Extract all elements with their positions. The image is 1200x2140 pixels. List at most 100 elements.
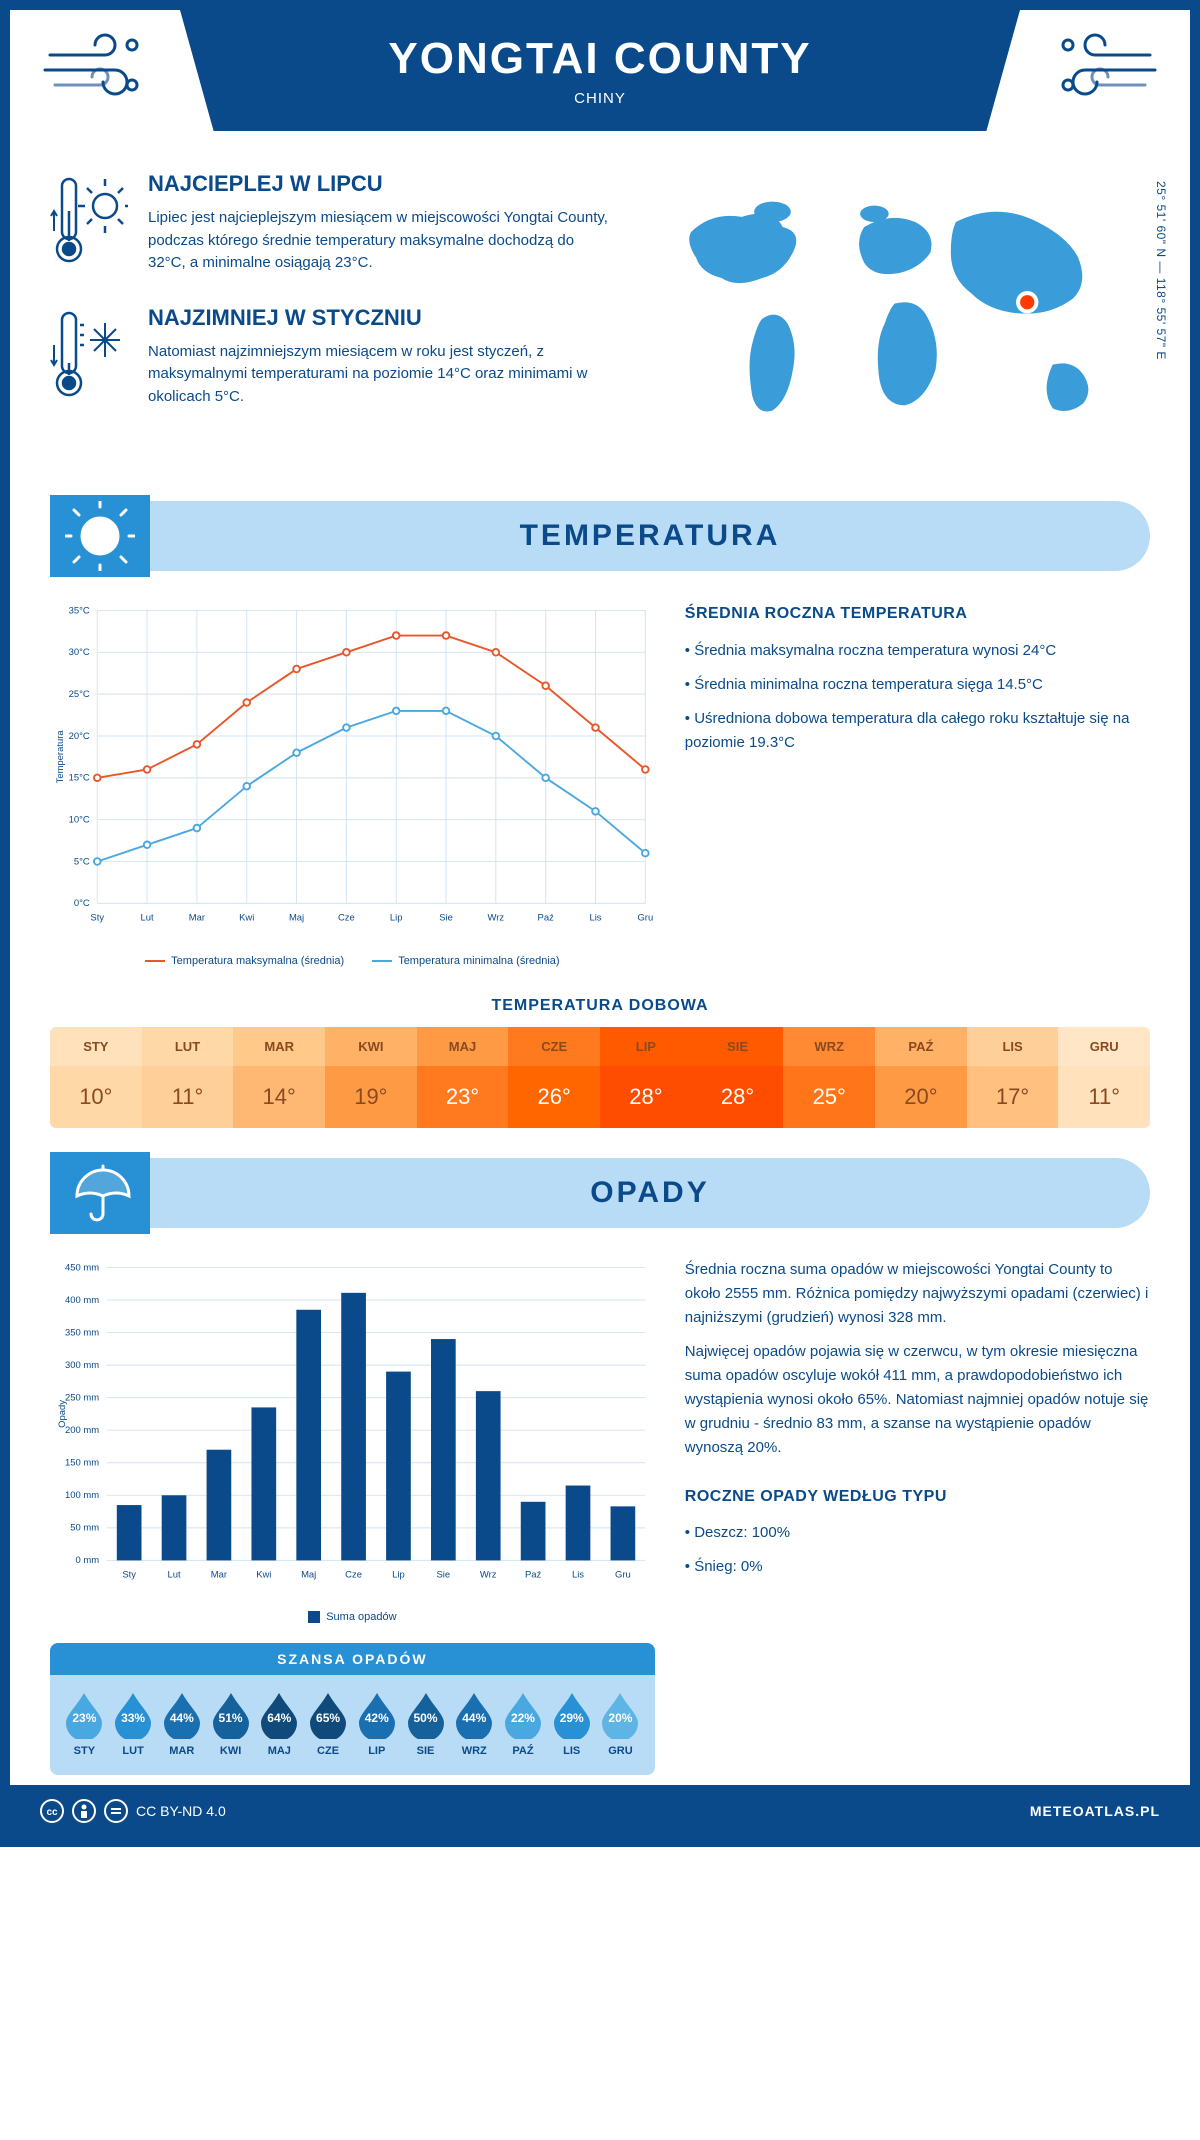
temperature-section-head: TEMPERATURA <box>50 501 1150 571</box>
svg-text:Cze: Cze <box>345 1569 362 1580</box>
svg-text:Sty: Sty <box>90 913 104 924</box>
rain-chance-box: SZANSA OPADÓW 23% STY 33% LUT 44% MAR <box>50 1643 655 1775</box>
daily-temp-cell: STY 10° <box>50 1027 142 1128</box>
world-map <box>640 171 1150 456</box>
svg-text:Lis: Lis <box>589 913 601 924</box>
svg-text:300 mm: 300 mm <box>65 1359 99 1370</box>
daily-temp-cell: LIP 28° <box>600 1027 692 1128</box>
wind-icon <box>40 30 150 110</box>
chance-cell: 44% WRZ <box>450 1689 499 1757</box>
chance-cell: 44% MAR <box>157 1689 206 1757</box>
svg-text:450 mm: 450 mm <box>65 1262 99 1273</box>
svg-text:Lis: Lis <box>572 1569 584 1580</box>
svg-text:Opady: Opady <box>57 1399 68 1427</box>
daily-temp-cell: WRZ 25° <box>783 1027 875 1128</box>
daily-temp-cell: KWI 19° <box>325 1027 417 1128</box>
svg-text:35°C: 35°C <box>69 606 90 617</box>
hottest-title: NAJCIEPLEJ W LIPCU <box>148 171 610 197</box>
temp-summary-item: Średnia minimalna roczna temperatura się… <box>685 673 1150 697</box>
daily-temp-title: TEMPERATURA DOBOWA <box>10 997 1190 1015</box>
chance-cell: 20% GRU <box>596 1689 645 1757</box>
svg-text:Sie: Sie <box>437 1569 451 1580</box>
coldest-text: Natomiast najzimniejszym miesiącem w rok… <box>148 341 610 409</box>
temperature-summary: ŚREDNIA ROCZNA TEMPERATURA Średnia maksy… <box>685 601 1150 966</box>
svg-text:Mar: Mar <box>189 913 205 924</box>
daily-temp-cell: CZE 26° <box>508 1027 600 1128</box>
thermometer-hot-icon <box>50 171 130 271</box>
hottest-text: Lipiec jest najcieplejszym miesiącem w m… <box>148 207 610 275</box>
temp-summary-item: Uśredniona dobowa temperatura dla całego… <box>685 707 1150 755</box>
svg-text:Wrz: Wrz <box>488 913 505 924</box>
temp-summary-title: ŚREDNIA ROCZNA TEMPERATURA <box>685 601 1150 627</box>
svg-text:Lip: Lip <box>390 913 403 924</box>
svg-text:Cze: Cze <box>338 913 355 924</box>
coldest-block: NAJZIMNIEJ W STYCZNIU Natomiast najzimni… <box>50 305 610 409</box>
svg-text:Sie: Sie <box>439 913 453 924</box>
page-title: YONGTAI COUNTY <box>220 34 980 84</box>
chance-cell: 29% LIS <box>547 1689 596 1757</box>
precip-chart-row: 0 mm50 mm100 mm150 mm200 mm250 mm300 mm3… <box>10 1228 1190 1785</box>
svg-text:Mar: Mar <box>211 1569 227 1580</box>
footer: cc CC BY-ND 4.0 METEOATLAS.PL <box>10 1785 1190 1837</box>
svg-text:200 mm: 200 mm <box>65 1425 99 1436</box>
header: YONGTAI COUNTY CHINY <box>180 10 1020 131</box>
hottest-block: NAJCIEPLEJ W LIPCU Lipiec jest najcieple… <box>50 171 610 275</box>
svg-text:Lut: Lut <box>141 913 154 924</box>
header-wrap: YONGTAI COUNTY CHINY <box>10 10 1190 131</box>
temperature-chart-row: 0°C5°C10°C15°C20°C25°C30°C35°CStyLutMarK… <box>10 571 1190 976</box>
precip-para1: Średnia roczna suma opadów w miejscowośc… <box>685 1258 1150 1330</box>
wind-icon <box>1050 30 1160 110</box>
temp-legend: Temperatura maksymalna (średnia) Tempera… <box>50 955 655 967</box>
daily-temp-cell: PAŹ 20° <box>875 1027 967 1128</box>
by-icon <box>72 1799 96 1823</box>
precip-title: OPADY <box>590 1176 709 1209</box>
svg-text:15°C: 15°C <box>69 773 90 784</box>
svg-text:Lut: Lut <box>167 1569 180 1580</box>
precip-summary: Średnia roczna suma opadów w miejscowośc… <box>685 1258 1150 1775</box>
svg-text:50 mm: 50 mm <box>70 1522 99 1533</box>
precip-chart: 0 mm50 mm100 mm150 mm200 mm250 mm300 mm3… <box>50 1258 655 1775</box>
umbrella-icon <box>50 1152 150 1234</box>
by-type-item: Deszcz: 100% <box>685 1521 1150 1545</box>
svg-text:0 mm: 0 mm <box>76 1555 100 1566</box>
cc-icon: cc <box>40 1799 64 1823</box>
svg-text:350 mm: 350 mm <box>65 1327 99 1338</box>
chance-title: SZANSA OPADÓW <box>50 1643 655 1675</box>
by-type-title: ROCZNE OPADY WEDŁUG TYPU <box>685 1484 1150 1510</box>
temperature-title: TEMPERATURA <box>520 519 781 552</box>
svg-text:Sty: Sty <box>122 1569 136 1580</box>
precip-para2: Najwięcej opadów pojawia się w czerwcu, … <box>685 1340 1150 1460</box>
svg-text:Gru: Gru <box>637 913 653 924</box>
temp-summary-item: Średnia maksymalna roczna temperatura wy… <box>685 639 1150 663</box>
svg-text:5°C: 5°C <box>74 857 90 868</box>
nd-icon <box>104 1799 128 1823</box>
svg-text:Paź: Paź <box>538 913 555 924</box>
page-subtitle: CHINY <box>220 90 980 107</box>
chance-cell: 42% LIP <box>352 1689 401 1757</box>
coordinates: 25° 51' 60" N — 118° 55' 57" E <box>1154 181 1168 360</box>
svg-text:Temperatura: Temperatura <box>55 730 66 784</box>
infographic-page: YONGTAI COUNTY CHINY NAJCIEPLEJ W LIPCU … <box>0 0 1200 1847</box>
chance-cell: 33% LUT <box>109 1689 158 1757</box>
by-type-item: Śnieg: 0% <box>685 1555 1150 1579</box>
info-column: NAJCIEPLEJ W LIPCU Lipiec jest najcieple… <box>50 171 610 461</box>
svg-text:250 mm: 250 mm <box>65 1392 99 1403</box>
svg-text:10°C: 10°C <box>69 815 90 826</box>
svg-text:Kwi: Kwi <box>239 913 254 924</box>
svg-text:Lip: Lip <box>392 1569 405 1580</box>
daily-temp-cell: GRU 11° <box>1058 1027 1150 1128</box>
chance-cell: 65% CZE <box>304 1689 353 1757</box>
daily-temp-table: STY 10° LUT 11° MAR 14° KWI 19° MAJ 23° … <box>50 1027 1150 1128</box>
svg-text:Wrz: Wrz <box>480 1569 497 1580</box>
precip-legend: Suma opadów <box>50 1611 655 1623</box>
chance-cell: 50% SIE <box>401 1689 450 1757</box>
license: cc CC BY-ND 4.0 <box>40 1799 226 1823</box>
svg-text:Maj: Maj <box>289 913 304 924</box>
chance-cell: 23% STY <box>60 1689 109 1757</box>
svg-text:150 mm: 150 mm <box>65 1457 99 1468</box>
svg-text:400 mm: 400 mm <box>65 1294 99 1305</box>
site-name: METEOATLAS.PL <box>1030 1803 1160 1819</box>
daily-temp-cell: SIE 28° <box>692 1027 784 1128</box>
sun-icon <box>50 495 150 577</box>
svg-text:Gru: Gru <box>615 1569 631 1580</box>
